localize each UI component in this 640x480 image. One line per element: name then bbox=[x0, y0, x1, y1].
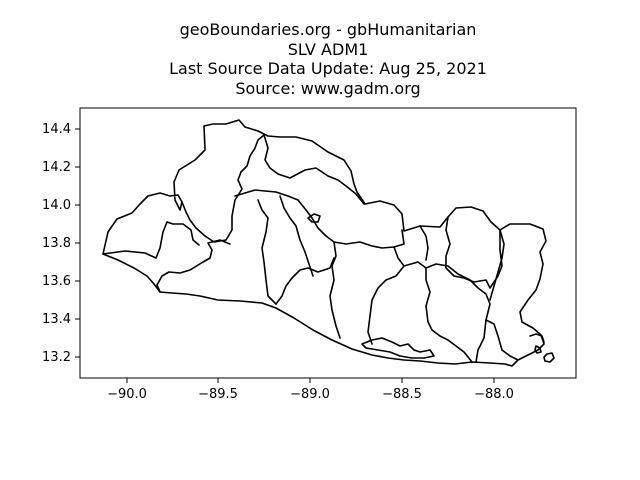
boundary-cuscatlan-sanvicente bbox=[329, 241, 341, 339]
title-line-update: Last Source Data Update: Aug 25, 2021 bbox=[169, 59, 487, 78]
y-tick-label: 14.4 bbox=[42, 122, 71, 137]
x-tick-label: −90.0 bbox=[107, 387, 147, 402]
boundary-cuscatlan-cabanas bbox=[311, 217, 405, 249]
boundary-launion-sanmiguel bbox=[489, 229, 505, 301]
boundary-sanmiguel-west bbox=[431, 329, 473, 363]
y-tick-label: 13.4 bbox=[42, 312, 71, 327]
title-line-url: Source: www.gadm.org bbox=[235, 78, 421, 98]
boundary-chalatenango-south bbox=[263, 134, 365, 205]
boundary-santaana-lalibertad bbox=[234, 189, 313, 219]
boundary-ahuachapan-sonsonate bbox=[102, 221, 200, 259]
boundary-sonsonate-lalibertad bbox=[156, 239, 231, 293]
boundary-sanmiguel-launion-south bbox=[485, 319, 519, 361]
y-tick-label: 14.2 bbox=[42, 160, 71, 175]
boundary-lapaz-west bbox=[275, 257, 335, 305]
x-tick-label: −89.5 bbox=[198, 387, 238, 402]
x-tick-label: −88.5 bbox=[382, 387, 422, 402]
y-tick-label: 13.8 bbox=[42, 236, 71, 251]
plot-frame bbox=[79, 107, 577, 379]
lake-ilopango bbox=[307, 213, 321, 223]
boundary-sanvicente-usulutan bbox=[367, 246, 405, 345]
estuary-jiquilisco bbox=[361, 337, 435, 359]
y-tick-label: 13.6 bbox=[42, 274, 71, 289]
boundary-morazan-sanmiguel bbox=[445, 216, 503, 289]
x-tick-label: −89.0 bbox=[290, 387, 330, 402]
boundary-sanvicente-north bbox=[403, 261, 433, 331]
boundary-lapaz-sanmiguel-border bbox=[419, 225, 429, 261]
chart-title: geoBoundaries.org - gbHumanitarian SLV A… bbox=[0, 20, 640, 98]
title-line-source: geoBoundaries.org - gbHumanitarian bbox=[179, 20, 477, 39]
y-tick-label: 13.2 bbox=[42, 350, 71, 365]
x-axis: −90.0 −89.5 −89.0 −88.5 −88.0 bbox=[107, 378, 514, 402]
island-meanguera bbox=[534, 345, 542, 354]
y-tick-label: 14.0 bbox=[42, 198, 71, 213]
x-tick-label: −88.0 bbox=[474, 387, 514, 402]
boundary-lalibertad-sansalvador bbox=[257, 199, 277, 305]
island-zacatillo bbox=[543, 352, 555, 363]
admin-boundaries bbox=[102, 119, 555, 367]
boundary-santaana-sonsonate bbox=[181, 171, 243, 243]
boundary-santaana-chalatenango bbox=[240, 134, 265, 173]
title-line-dataset: SLV ADM1 bbox=[287, 39, 369, 59]
gulf-coast-detail bbox=[529, 333, 545, 343]
country-outline bbox=[102, 119, 547, 367]
y-axis: 13.2 13.4 13.6 13.8 14.0 14.2 14.4 bbox=[42, 122, 80, 365]
boundary-sansalvador-cuscatlan bbox=[279, 195, 314, 277]
